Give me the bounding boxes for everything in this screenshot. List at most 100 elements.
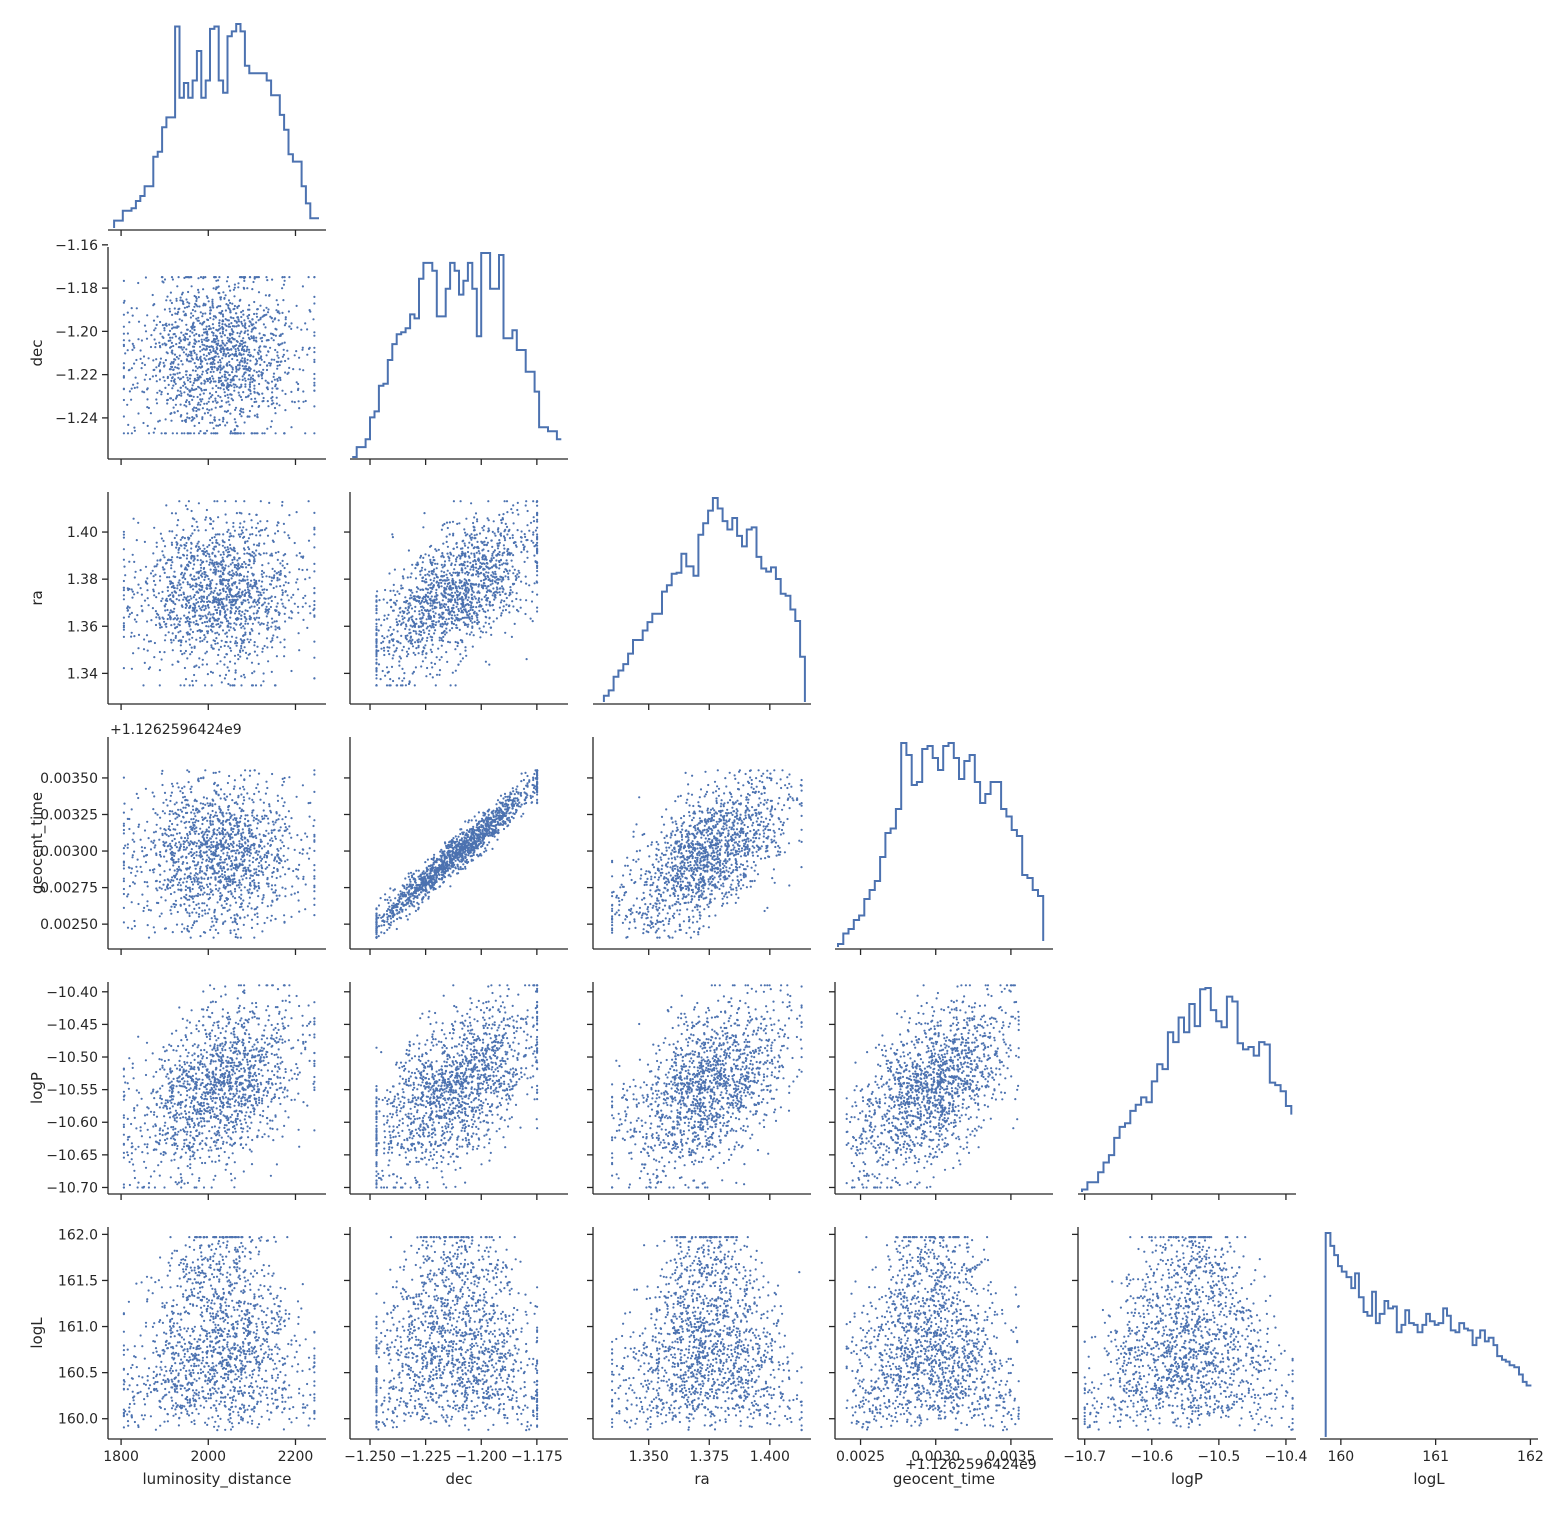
scatter-point	[228, 551, 230, 553]
scatter-point	[451, 607, 453, 609]
scatter-point	[443, 591, 445, 593]
scatter-point	[166, 576, 168, 578]
scatter-point	[197, 377, 199, 379]
scatter-point	[438, 614, 440, 616]
scatter-point	[313, 890, 315, 892]
scatter-point	[254, 415, 256, 417]
scatter-point	[177, 363, 179, 365]
scatter-point	[267, 597, 269, 599]
scatter-point	[244, 632, 246, 634]
scatter-point	[211, 331, 213, 333]
scatter-point	[190, 351, 192, 353]
scatter-point	[487, 550, 489, 552]
scatter-point	[471, 627, 473, 629]
scatter-point	[181, 420, 183, 422]
scatter-point	[201, 373, 203, 375]
scatter-point	[254, 641, 256, 643]
scatter-point	[375, 684, 377, 686]
scatter-point	[477, 585, 479, 587]
scatter-point	[186, 329, 188, 331]
scatter-point	[233, 599, 235, 601]
scatter-point	[435, 589, 437, 591]
scatter-point	[170, 564, 172, 566]
scatter-point	[243, 280, 245, 282]
scatter-point	[253, 385, 255, 387]
scatter-point	[466, 624, 468, 626]
scatter-point	[511, 591, 513, 593]
scatter-point	[256, 514, 258, 516]
scatter-point	[225, 591, 227, 593]
scatter-point	[446, 541, 448, 543]
scatter-point	[131, 307, 133, 309]
scatter-point	[378, 629, 380, 631]
scatter-point	[230, 316, 232, 318]
scatter-point	[470, 533, 472, 535]
scatter-point	[386, 602, 388, 604]
scatter-point	[222, 320, 224, 322]
scatter-point	[169, 337, 171, 339]
scatter-point	[236, 306, 238, 308]
scatter-point	[250, 393, 252, 395]
scatter-point	[447, 622, 449, 624]
scatter-point	[469, 618, 471, 620]
scatter-point	[175, 343, 177, 345]
scatter-point	[200, 617, 202, 619]
scatter-point	[134, 430, 136, 432]
scatter-point	[228, 596, 230, 598]
scatter-point	[146, 577, 148, 579]
scatter-point	[313, 616, 315, 618]
scatter-point	[224, 871, 226, 873]
scatter-point	[497, 547, 499, 549]
scatter-point	[282, 778, 284, 780]
scatter-point	[280, 570, 282, 572]
scatter-point	[418, 652, 420, 654]
scatter-point	[457, 599, 459, 601]
scatter-points	[375, 500, 538, 686]
scatter-point	[240, 276, 242, 278]
scatter-point	[533, 516, 535, 518]
scatter-point	[274, 684, 276, 686]
scatter-point	[173, 358, 175, 360]
scatter-point	[440, 592, 442, 594]
scatter-point	[179, 355, 181, 357]
scatter-point	[464, 567, 466, 569]
scatter-point	[282, 592, 284, 594]
scatter-point	[217, 387, 219, 389]
scatter-point	[171, 561, 173, 563]
scatter-point	[272, 540, 274, 542]
scatter-point	[205, 529, 207, 531]
scatter-point	[201, 341, 203, 343]
scatter-point	[383, 637, 385, 639]
scatter-point	[226, 632, 228, 634]
scatter-point	[210, 850, 212, 852]
scatter-point	[480, 630, 482, 632]
scatter-point	[147, 597, 149, 599]
scatter-point	[433, 632, 435, 634]
scatter-point	[213, 548, 215, 550]
scatter-point	[155, 358, 157, 360]
scatter-point	[408, 683, 410, 685]
scatter-point	[276, 620, 278, 622]
scatter-point	[232, 575, 234, 577]
scatter-point	[253, 339, 255, 341]
scatter-point	[468, 596, 470, 598]
scatter-point	[282, 299, 284, 301]
scatter-point	[201, 366, 203, 368]
scatter-point	[417, 641, 419, 643]
scatter-point	[263, 592, 265, 594]
scatter-point	[397, 623, 399, 625]
scatter-point	[428, 554, 430, 556]
scatter-point	[407, 576, 409, 578]
scatter-point	[191, 848, 193, 850]
scatter-point	[536, 574, 538, 576]
scatter-point	[134, 883, 136, 885]
scatter-point	[251, 628, 253, 630]
scatter-point	[216, 402, 218, 404]
scatter-point	[215, 555, 217, 557]
scatter-point	[166, 399, 168, 401]
scatter-point	[159, 575, 161, 577]
scatter-point	[457, 591, 459, 593]
scatter-point	[256, 416, 258, 418]
scatter-point	[221, 400, 223, 402]
scatter-point	[209, 539, 211, 541]
